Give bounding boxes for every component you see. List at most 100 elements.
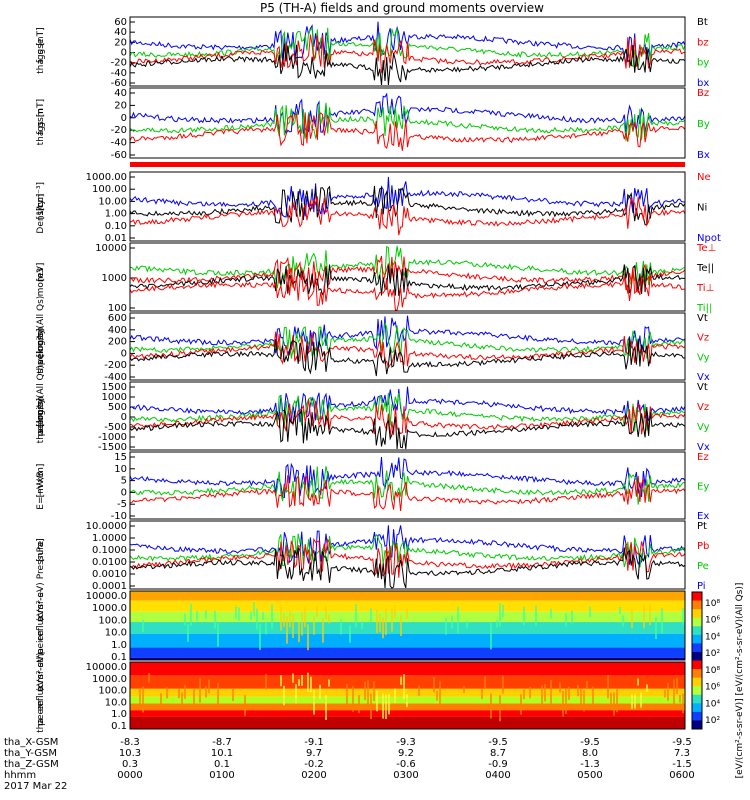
spectrogram-streak (199, 678, 201, 703)
spectrogram-streak (529, 687, 531, 699)
panel-frame (129, 16, 686, 87)
y-tick-label: 500 (108, 402, 127, 413)
y-tick-label: 10.0 (105, 628, 127, 639)
ylabel-line: gsm (36, 396, 46, 415)
y-tick-label: 20 (114, 37, 127, 48)
series-Bx (129, 92, 686, 136)
legend-Vx: Vx (697, 442, 710, 453)
colorbar-segment (692, 626, 702, 636)
spectrogram-streak (406, 694, 408, 708)
y-tick-label: 0 (121, 113, 127, 124)
ylabel-line: [nPa] (36, 538, 46, 561)
spectrogram-streak (325, 694, 327, 720)
y-tick-label: 40 (114, 88, 127, 99)
spectrogram-band (130, 600, 685, 612)
spectrogram-streak (655, 617, 657, 640)
x-tick-label: -8.7 (212, 737, 232, 748)
spectrogram-streak (580, 688, 582, 706)
spectrogram-streak (550, 608, 552, 619)
x-tick-label: -9.5 (672, 737, 692, 748)
y-tick-label: 0.1 (111, 652, 127, 663)
y-tick-label: 20 (114, 100, 127, 111)
spectrogram-streak (373, 681, 375, 702)
legend-Ti||: Ti|| (696, 303, 712, 314)
spectrogram-streak (490, 693, 492, 719)
legend-Vz: Vz (697, 333, 709, 344)
colorbar-segment (692, 617, 702, 627)
y-tick-label: 100.0 (98, 686, 127, 697)
spectrogram-band (130, 675, 685, 689)
spectrogram-band (130, 622, 685, 634)
y-tick-label: 0.1 (111, 721, 127, 732)
chart-title: P5 (TH-A) fields and ground moments over… (260, 1, 544, 15)
y-tick-label: -60 (111, 78, 127, 89)
spectrogram-streak (244, 695, 246, 716)
series-Pe (129, 533, 686, 571)
panel-frame (129, 451, 686, 520)
spectrogram-streak (400, 676, 402, 685)
spectrogram-streak (586, 681, 588, 689)
spectrogram-streak (301, 611, 303, 636)
ylabel-line: eflux (36, 614, 46, 637)
legend-Te⊥: Te⊥ (696, 243, 716, 254)
spectrogram-streak (682, 693, 684, 714)
spectrogram-streak (298, 679, 300, 687)
spectrogram-streak (682, 607, 684, 625)
spectrogram-streak (217, 623, 219, 647)
x-tick-label: 0300 (393, 770, 418, 781)
colorbar-segment (692, 651, 702, 661)
spectrogram-streak (184, 613, 186, 626)
colorbar-segment (692, 686, 702, 696)
spectrogram-streak (439, 681, 441, 707)
x-tick-label: -1.3 (580, 759, 600, 770)
ylabel-line: tha (36, 131, 46, 146)
ylabel-line: gsm (36, 327, 46, 346)
x-tick-label: -0.9 (488, 759, 508, 770)
y-tick-label: 0.01 (105, 233, 127, 244)
series-Vy (129, 321, 686, 360)
ylabel-line: velocity (36, 398, 46, 434)
spectrogram-streak (208, 679, 210, 694)
ylabel-line: fgs (36, 121, 46, 135)
panel-ylabel: E=−VxB[mV/m] (36, 464, 46, 510)
legend-Vz: Vz (697, 402, 709, 413)
series-Ti⊥ (129, 255, 686, 294)
date-label: 2017 Mar 22 (4, 781, 67, 792)
ylabel-line: velocity (36, 328, 46, 364)
spectrogram-streak (376, 690, 378, 712)
panel-frame (129, 242, 686, 312)
ylabel-line: (cm²-s- (36, 589, 46, 621)
x-tick-label: -9.1 (304, 737, 324, 748)
ylabel-line: eflux (36, 684, 46, 707)
spectrogram-streak (280, 604, 282, 631)
series-Vt (129, 338, 686, 377)
x-row-label: tha_Y-GSM (4, 748, 57, 759)
spectrogram-streak (364, 681, 366, 701)
spectrogram-streak (433, 676, 435, 693)
y-tick-label: 1000 (102, 273, 127, 284)
spectrogram-streak (634, 693, 636, 709)
ylabel-line: (cm²-s- (36, 659, 46, 691)
ylabel-line: peir (36, 347, 46, 365)
legend-by: by (697, 58, 709, 69)
legend-Vt: Vt (697, 313, 708, 324)
spectrogram-streak (499, 603, 501, 627)
colorbar-tick: 10⁶ (705, 616, 720, 626)
spectrogram-streak (436, 690, 438, 701)
legend-Pb: Pb (697, 541, 709, 552)
legend-Ti⊥: Ti⊥ (696, 283, 714, 294)
spectrogram-streak (205, 610, 207, 619)
colorbar-tick: 10⁴ (705, 632, 720, 642)
spectrogram-streak (265, 621, 267, 635)
spectrogram-streak (520, 694, 522, 715)
spectrogram-streak (292, 613, 294, 638)
spectrogram-streak (541, 685, 543, 710)
series-Ex (129, 456, 686, 499)
spectrogram-streak (616, 688, 618, 713)
legend-Ne: Ne (697, 172, 711, 183)
spectrogram-streak (502, 676, 504, 694)
